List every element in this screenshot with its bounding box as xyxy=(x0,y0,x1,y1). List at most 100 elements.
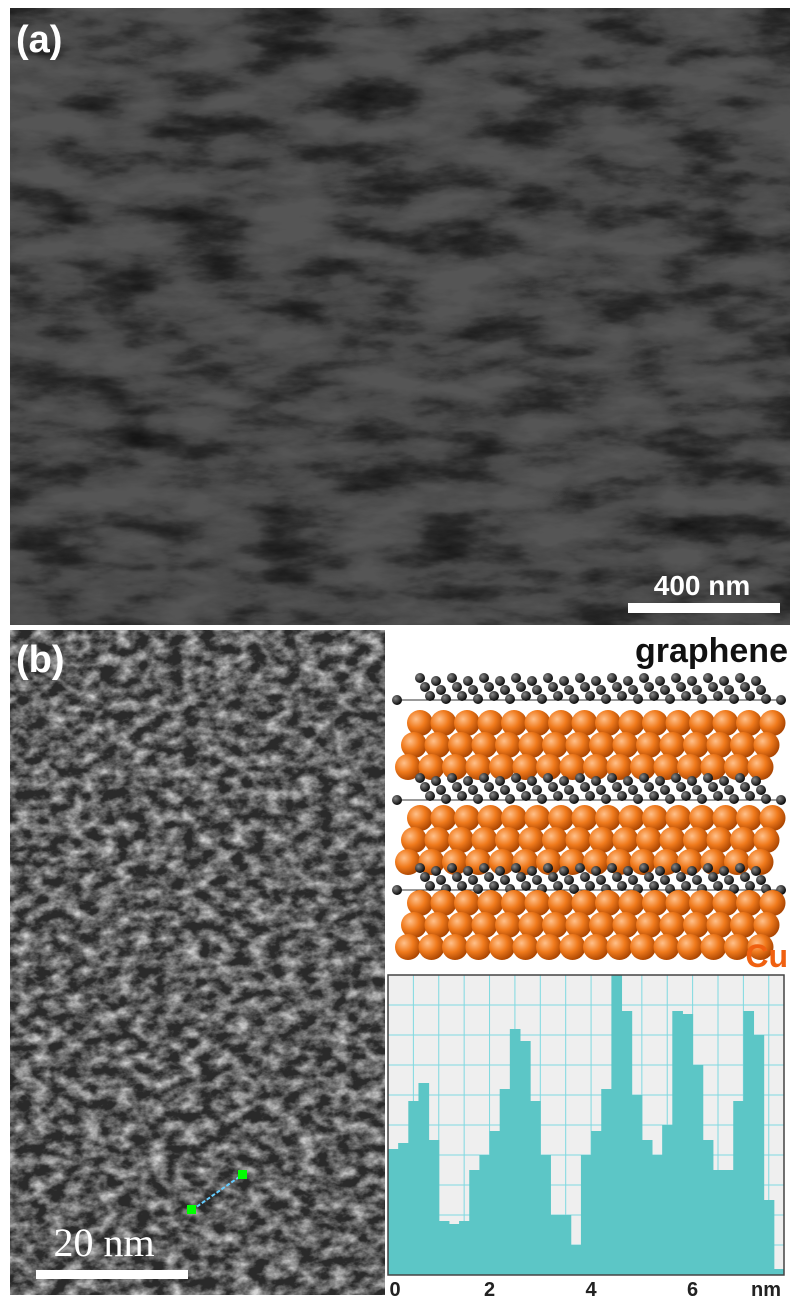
carbon-atom xyxy=(452,782,462,792)
copper-atom xyxy=(401,732,427,758)
bar xyxy=(601,1089,612,1275)
carbon-atom xyxy=(489,791,499,801)
bar xyxy=(520,1041,531,1275)
carbon-atom xyxy=(500,685,510,695)
carbon-atom xyxy=(776,795,786,805)
bar xyxy=(733,1101,744,1275)
copper-atom xyxy=(736,890,762,916)
carbon-atom xyxy=(708,682,718,692)
carbon-atom xyxy=(500,785,510,795)
carbon-atom xyxy=(639,863,649,873)
bar xyxy=(530,1101,541,1275)
carbon-atom xyxy=(425,691,435,701)
carbon-atom xyxy=(703,773,713,783)
carbon-atom xyxy=(463,776,473,786)
carbon-atom xyxy=(441,794,451,804)
carbon-atom xyxy=(751,776,761,786)
carbon-atom xyxy=(756,875,766,885)
copper-atom xyxy=(654,934,680,960)
carbon-atom xyxy=(447,863,457,873)
carbon-atom xyxy=(564,685,574,695)
carbon-atom xyxy=(580,872,590,882)
bar xyxy=(754,1035,765,1275)
carbon-atom xyxy=(676,782,686,792)
copper-atom xyxy=(548,890,574,916)
bar xyxy=(622,1011,633,1275)
copper-atom xyxy=(495,912,521,938)
copper-atom xyxy=(407,890,433,916)
copper-atom xyxy=(501,890,527,916)
carbon-atom xyxy=(415,863,425,873)
copper-atom xyxy=(431,805,457,831)
bar xyxy=(469,1170,480,1275)
panel-label: (a) xyxy=(16,19,62,61)
copper-atom xyxy=(707,827,733,853)
carbon-atom xyxy=(468,875,478,885)
copper-atom xyxy=(489,934,515,960)
carbon-atom xyxy=(601,794,611,804)
bar xyxy=(439,1221,450,1275)
bar xyxy=(550,1215,561,1275)
carbon-atom xyxy=(415,673,425,683)
carbon-atom xyxy=(585,691,595,701)
carbon-atom xyxy=(484,872,494,882)
bar xyxy=(418,1083,429,1275)
carbon-atom xyxy=(607,773,617,783)
copper-atom xyxy=(572,805,598,831)
profile-chart: 0246nm xyxy=(388,975,785,1301)
carbon-atom xyxy=(543,863,553,873)
copper-atom xyxy=(419,934,445,960)
copper-atom xyxy=(760,890,786,916)
carbon-atom xyxy=(735,863,745,873)
carbon-atom xyxy=(745,791,755,801)
carbon-atom xyxy=(420,782,430,792)
copper-atom xyxy=(754,732,780,758)
copper-atom xyxy=(501,805,527,831)
carbon-atom xyxy=(479,863,489,873)
scale-bar xyxy=(628,603,780,613)
tem-image xyxy=(10,630,385,1295)
carbon-atom xyxy=(436,685,446,695)
x-unit-label: nm xyxy=(751,1279,781,1301)
copper-atom xyxy=(589,912,615,938)
copper-atom xyxy=(736,710,762,736)
carbon-atom xyxy=(559,676,569,686)
model-label: Cu xyxy=(745,938,788,974)
carbon-atom xyxy=(776,695,786,705)
copper-atom xyxy=(701,934,727,960)
carbon-atom xyxy=(425,791,435,801)
carbon-atom xyxy=(612,782,622,792)
profile-end xyxy=(238,1170,247,1179)
copper-atom xyxy=(760,710,786,736)
carbon-atom xyxy=(708,782,718,792)
copper-atom xyxy=(619,805,645,831)
copper-atom xyxy=(677,754,703,780)
copper-atom xyxy=(636,732,662,758)
carbon-atom xyxy=(548,782,558,792)
carbon-atom xyxy=(537,794,547,804)
carbon-atom xyxy=(553,791,563,801)
bar xyxy=(479,1155,490,1275)
carbon-atom xyxy=(484,782,494,792)
copper-atom xyxy=(401,912,427,938)
bar xyxy=(449,1224,460,1275)
copper-atom xyxy=(525,890,551,916)
x-tick-label: 0 xyxy=(389,1279,400,1301)
copper-atom xyxy=(566,827,592,853)
copper-atom xyxy=(642,710,668,736)
carbon-atom xyxy=(553,881,563,891)
x-tick-label: 6 xyxy=(687,1279,698,1301)
carbon-atom xyxy=(431,776,441,786)
copper-atom xyxy=(589,732,615,758)
bar xyxy=(398,1143,409,1275)
carbon-atom xyxy=(511,773,521,783)
bar xyxy=(743,1011,754,1275)
carbon-atom xyxy=(692,685,702,695)
carbon-atom xyxy=(655,776,665,786)
carbon-atom xyxy=(612,682,622,692)
copper-atom xyxy=(478,805,504,831)
copper-atom xyxy=(572,890,598,916)
bar xyxy=(540,1155,551,1275)
carbon-atom xyxy=(479,773,489,783)
copper-atom xyxy=(519,827,545,853)
